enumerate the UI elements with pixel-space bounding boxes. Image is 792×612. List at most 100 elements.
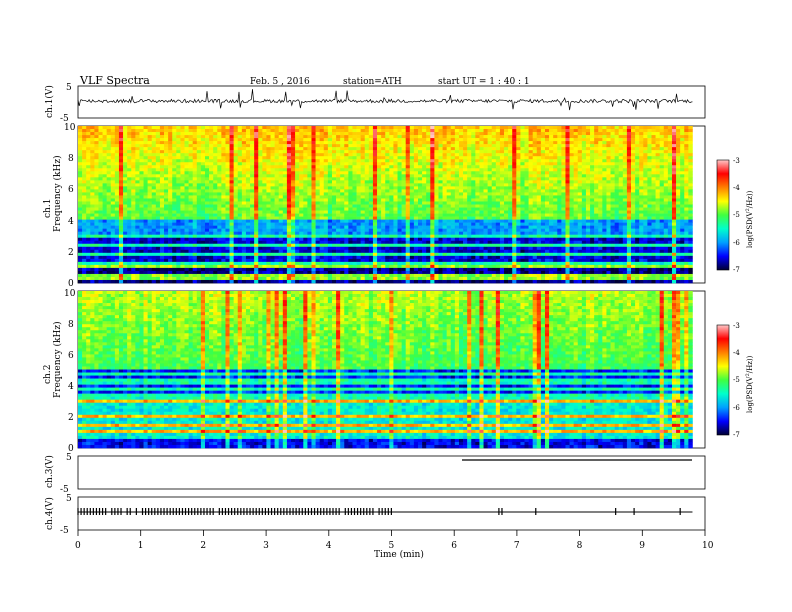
ch1-spec-cell (397, 219, 402, 223)
ch1-spec-cell (303, 279, 308, 284)
ch1-spec-cell (135, 273, 140, 278)
ch1-spec-cell (184, 240, 189, 245)
ch1-spec-cell (270, 249, 275, 254)
ch1-spec-cell (442, 135, 447, 139)
ch1-spec-cell (94, 255, 99, 260)
ch1-spec-cell (86, 174, 91, 178)
ch1-spec-cell (123, 180, 128, 184)
ch1-spec-cell (323, 171, 329, 175)
ch1-spec-cell (262, 210, 267, 214)
ch1-spec-cell (155, 249, 161, 254)
ch1-spec-cell (241, 147, 247, 151)
ch1-spec-cell (356, 141, 361, 145)
ch1-spec-cell (262, 156, 267, 160)
ch1-spec-cell (209, 231, 214, 235)
ch1-spec-cell (311, 201, 316, 205)
ch1-spec-cell (114, 150, 120, 154)
ch1-spec-cell (172, 168, 177, 172)
ch1-spec-cell (442, 177, 447, 181)
ch1-spec-cell (90, 249, 95, 254)
ch1-spec-cell (446, 249, 452, 254)
ch1-spec-cell (155, 198, 161, 202)
ch1-spec-cell (82, 195, 87, 199)
ch1-spec-cell (180, 201, 185, 205)
ch1-spec-cell (467, 249, 472, 254)
ch1-spec-cell (422, 234, 427, 239)
ch1-spec-cell (217, 159, 222, 163)
ch1-spec-cell (295, 210, 300, 214)
ch1-spec-cell (315, 156, 320, 160)
ch1-spec-cell (237, 246, 243, 251)
ch1-spec-cell (266, 186, 271, 190)
ch1-spec-cell (221, 219, 226, 223)
ch1-spec-cell (209, 234, 214, 239)
ch1-spec-cell (143, 132, 148, 136)
ch1-spec-cell (401, 126, 407, 130)
ch1-spec-cell (229, 219, 234, 223)
ch1-spec-cell (229, 174, 234, 178)
ch1-spec-cell (327, 156, 333, 160)
ch1-spec-cell (192, 261, 198, 266)
ch1-spec-cell (319, 219, 325, 223)
ch1-spec-cell (303, 144, 308, 148)
ch1-spec-cell (176, 273, 181, 278)
ch1-spec-cell (110, 219, 116, 223)
ch1-spec-cell (176, 180, 181, 184)
ch1-spec-cell (397, 195, 402, 199)
ch1-spec-cell (426, 162, 431, 166)
ch1-spec-cell (438, 132, 443, 136)
ch1-spec-cell (282, 210, 288, 214)
ch1-spec-cell (237, 162, 243, 166)
ch1-spec-cell (295, 249, 300, 254)
ch1-spec-cell (446, 156, 452, 160)
ch1-spec-cell (352, 258, 357, 263)
ch1-spec-cell (204, 249, 210, 254)
ch1-spec-cell (135, 135, 140, 139)
ch1-spec-cell (454, 231, 460, 235)
ch1-spec-cell (274, 138, 280, 142)
ch1-spec-cell (372, 237, 378, 242)
ch1-spec-cell (381, 144, 386, 148)
ch1-spec-cell (352, 252, 357, 257)
ch1-spec-cell (147, 216, 153, 220)
ch1-spec-cell (168, 195, 173, 199)
ch1-spec-cell (258, 186, 263, 190)
ch1-spec-cell (364, 213, 370, 217)
ch1-spec-cell (172, 174, 177, 178)
ch1-spec-cell (258, 156, 263, 160)
ch1-spec-cell (299, 249, 304, 254)
ch1-spec-cell (295, 132, 300, 136)
ch1-spec-cell (159, 171, 165, 175)
ch1-spec-cell (389, 216, 394, 220)
ch1-spec-cell (286, 150, 292, 154)
ch1-spec-cell (221, 150, 226, 154)
ch1-spec-cell (438, 138, 443, 142)
ch1-spec-cell (344, 198, 349, 202)
ch1-spec-cell (78, 159, 83, 163)
ch1-spec-cell (405, 219, 411, 223)
ch1-spec-cell (450, 264, 456, 269)
ch1-spec-cell (372, 246, 378, 251)
ch1-spec-cell (418, 246, 423, 251)
ch1-spec-cell (90, 141, 95, 145)
ch1-spec-cell (192, 177, 198, 181)
ch1-spec-cell (164, 270, 169, 275)
ch1-spec-cell (340, 249, 345, 254)
ch1-spec-cell (147, 198, 153, 202)
ch1-spec-cell (204, 177, 210, 181)
ch1-spec-cell (438, 231, 443, 235)
ch1-spec-cell (204, 207, 210, 211)
ch1-spec-cell (401, 276, 407, 281)
ch1-spec-cell (319, 183, 325, 187)
ch1-spec-cell (331, 177, 337, 181)
ch1-spec-cell (409, 231, 415, 235)
ch1-spec-cell (454, 147, 460, 151)
ch1-spec-cell (319, 126, 325, 130)
ch1-spec-cell (430, 270, 435, 275)
ch1-spec-cell (336, 240, 341, 245)
ch1-spec-cell (381, 234, 386, 239)
ch1-spec-cell (278, 195, 284, 199)
ch1-spec-cell (286, 162, 292, 166)
ch1-spec-cell (303, 204, 308, 208)
ch1-spec-cell (237, 252, 243, 257)
